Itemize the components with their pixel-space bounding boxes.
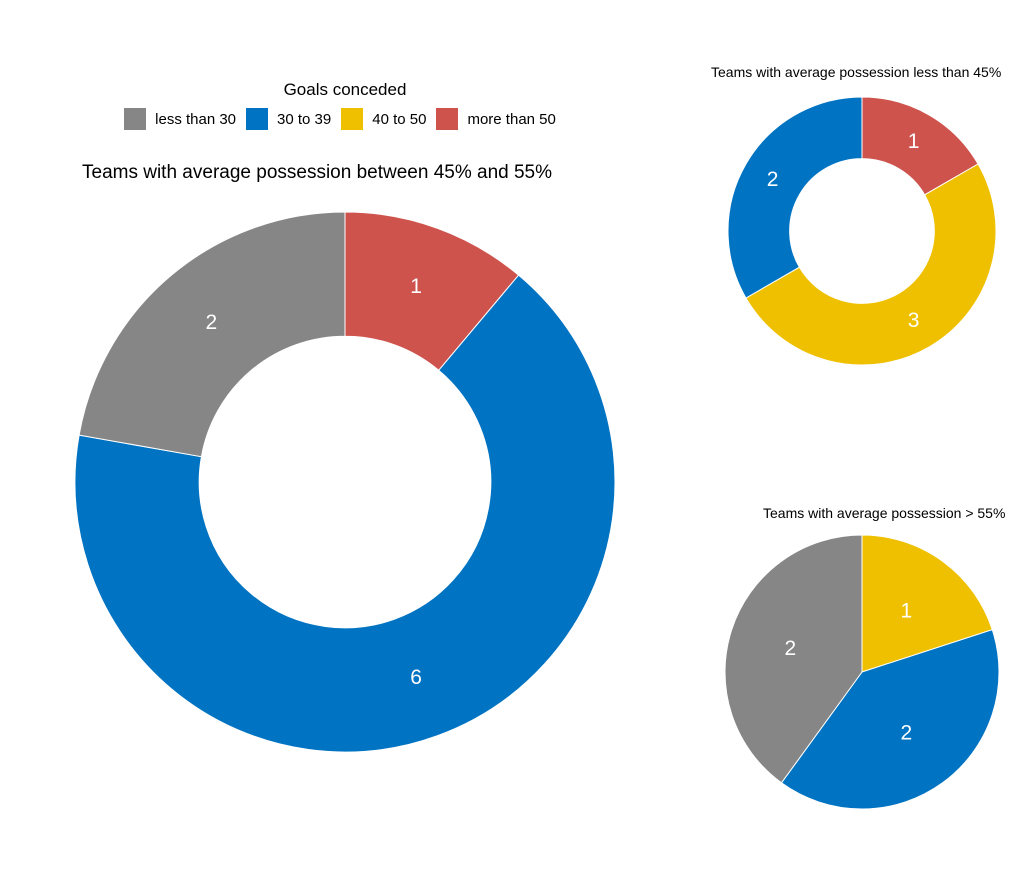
legend-swatch-less-than-30 bbox=[124, 108, 147, 130]
main-donut-chart: 1 6 2 bbox=[74, 211, 616, 753]
tr-slice-label-40-to-50: 3 bbox=[908, 309, 920, 332]
bottom-right-pie-chart: 1 2 2 bbox=[724, 534, 1000, 810]
main-slice-30-to-39 bbox=[74, 274, 616, 753]
bottom-right-chart-title: Teams with average possession > 55% bbox=[763, 505, 1006, 521]
br-slice-40-to-50 bbox=[861, 534, 993, 673]
legend-items: less than 30 30 to 39 40 to 50 more than… bbox=[110, 108, 580, 130]
main-slice-less-than-30 bbox=[78, 211, 346, 458]
legend-swatch-more-than-50 bbox=[436, 108, 459, 130]
main-slice-label-less-than-30: 2 bbox=[206, 311, 218, 334]
legend: Goals conceded less than 30 30 to 39 40 … bbox=[110, 80, 580, 130]
legend-item-30-to-39: 30 to 39 bbox=[246, 108, 331, 130]
br-slice-label-30-to-39: 2 bbox=[900, 721, 912, 744]
br-slice-label-less-than-30: 2 bbox=[784, 637, 796, 660]
legend-swatch-30-to-39 bbox=[246, 108, 269, 130]
tr-slice-30-to-39 bbox=[727, 96, 863, 299]
legend-item-more-than-50: more than 50 bbox=[436, 108, 556, 130]
tr-slice-label-more-than-50: 1 bbox=[908, 130, 920, 153]
tr-slice-40-to-50 bbox=[745, 163, 997, 366]
main-slice-label-more-than-50: 1 bbox=[410, 275, 422, 298]
br-slice-30-to-39 bbox=[780, 629, 1000, 810]
br-slice-less-than-30 bbox=[724, 534, 863, 784]
main-slice-label-30-to-39: 6 bbox=[410, 666, 422, 689]
tr-slice-label-30-to-39: 2 bbox=[767, 168, 779, 191]
main-chart-title: Teams with average possession between 45… bbox=[82, 162, 553, 183]
legend-label-more-than-50: more than 50 bbox=[467, 110, 556, 128]
legend-swatch-40-to-50 bbox=[341, 108, 364, 130]
br-slice-label-40-to-50: 1 bbox=[900, 600, 912, 623]
top-right-chart-title: Teams with average possession less than … bbox=[711, 64, 1002, 80]
top-right-donut-chart: 1 3 2 bbox=[727, 96, 997, 366]
legend-label-less-than-30: less than 30 bbox=[155, 110, 237, 128]
legend-item-less-than-30: less than 30 bbox=[124, 108, 236, 130]
legend-title: Goals conceded bbox=[283, 80, 407, 99]
legend-item-40-to-50: 40 to 50 bbox=[341, 108, 426, 130]
legend-label-40-to-50: 40 to 50 bbox=[372, 110, 427, 128]
legend-label-30-to-39: 30 to 39 bbox=[277, 110, 332, 128]
